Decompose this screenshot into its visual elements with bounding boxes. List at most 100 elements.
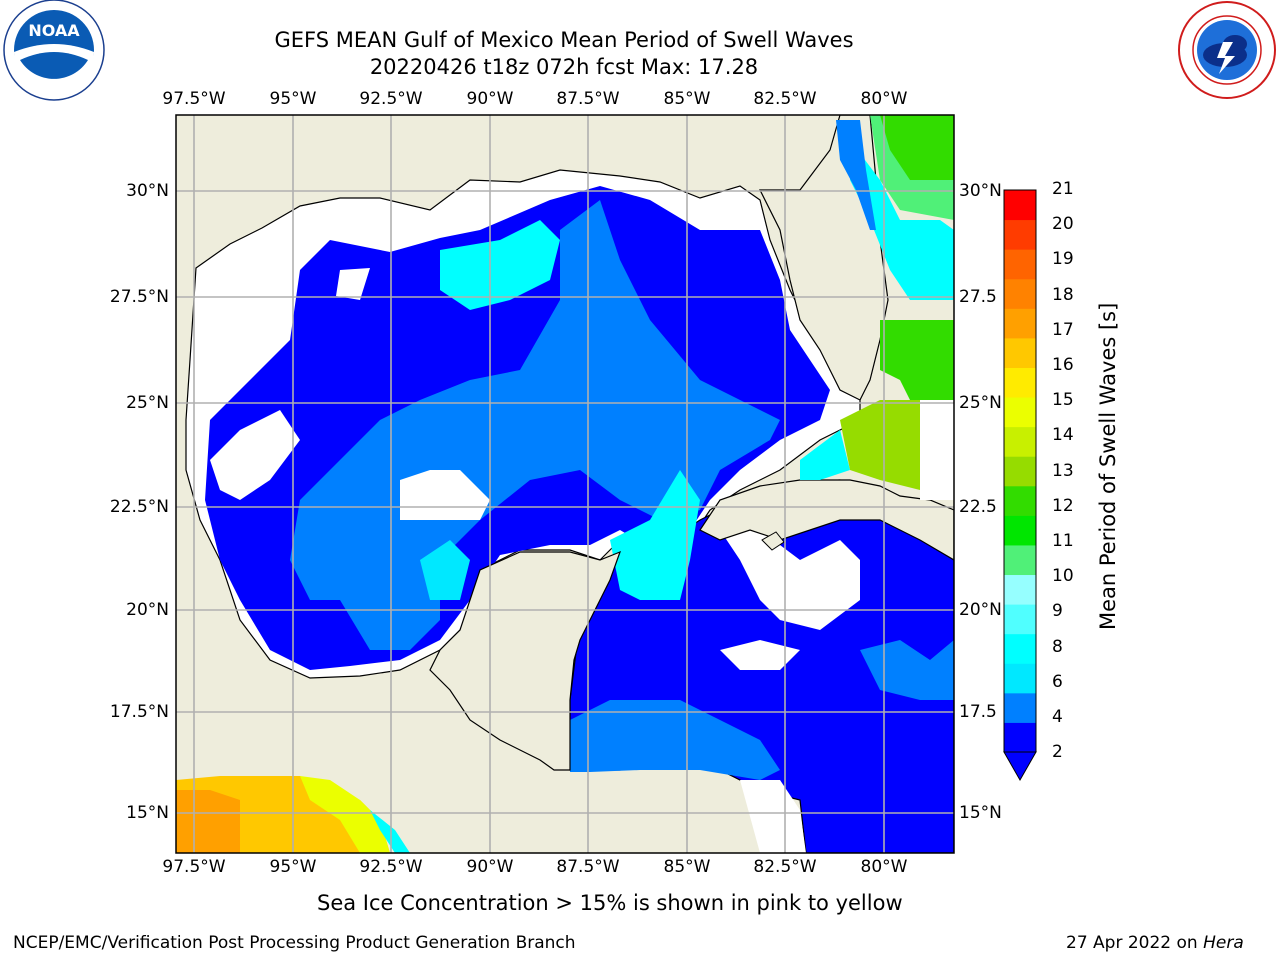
lon-label-bottom: 90°W xyxy=(466,857,514,877)
lat-label-right: 25°N xyxy=(959,393,1002,413)
footer-date: 27 Apr 2022 on Hera xyxy=(1066,933,1244,953)
colorbar-tick-label: 17 xyxy=(1052,319,1074,340)
colorbar-tick-label: 20 xyxy=(1052,214,1074,235)
sea-ice-note: Sea Ice Concentration > 15% is shown in … xyxy=(317,891,903,915)
caribbean-lightblue xyxy=(570,700,780,780)
bahamas-swell-green xyxy=(880,320,954,400)
caribbean-cyan xyxy=(610,470,700,600)
lon-label-top: 97.5°W xyxy=(162,89,226,109)
colorbar-extend-arrow xyxy=(1003,751,1037,782)
lon-label-top: 92.5°W xyxy=(359,89,423,109)
gulf-swell-cyan2 xyxy=(420,540,470,600)
lon-label-top: 95°W xyxy=(269,89,317,109)
footer-date-text: 27 Apr 2022 on xyxy=(1066,933,1198,953)
lon-label-top: 85°W xyxy=(663,89,711,109)
map-subtitle: 20220426 t18z 072h fcst Max: 17.28 xyxy=(369,55,759,79)
colorbar-tick-label: 19 xyxy=(1052,249,1074,270)
footer-branch: NCEP/EMC/Verification Post Processing Pr… xyxy=(13,933,576,953)
atlantic-swell-bright xyxy=(880,115,954,180)
colorbar-segment xyxy=(1004,692,1036,723)
noaa-logo: NOAA xyxy=(3,0,105,101)
colorbar-segment xyxy=(1004,544,1036,576)
lat-label-right: 20°N xyxy=(959,600,1002,620)
colorbar-segment xyxy=(1004,397,1036,428)
colorbar-tick-label: 12 xyxy=(1052,495,1074,516)
colorbar-tick-label: 11 xyxy=(1052,531,1074,551)
caribbean-nodata xyxy=(720,530,860,630)
colorbar-tick-label: 21 xyxy=(1052,179,1074,199)
bahamas-swell-yellowgreen xyxy=(840,400,920,490)
lon-label-bottom: 95°W xyxy=(269,857,317,877)
lat-label-left: 15°N xyxy=(126,803,169,823)
lon-label-top: 82.5°W xyxy=(753,89,817,109)
gulf-nodata2 xyxy=(210,410,300,500)
colorbar-segment xyxy=(1004,456,1036,487)
lat-label-left: 27.5°N xyxy=(109,287,169,307)
lat-label-right: 15°N xyxy=(959,803,1002,823)
colorbar-segment xyxy=(1004,249,1036,280)
caribbean-nodata3 xyxy=(740,780,806,853)
lat-label-left: 25°N xyxy=(126,393,169,413)
gulf-nodata3 xyxy=(336,268,370,300)
colorbar-tick-label: 10 xyxy=(1052,566,1074,587)
colorbar-segment xyxy=(1004,367,1036,398)
colorbar xyxy=(1003,189,1037,782)
gulf-swell-lightblue xyxy=(290,200,780,650)
lat-label-right: 30°N xyxy=(959,181,1002,201)
lon-label-bottom: 85°W xyxy=(663,857,711,877)
colorbar-segment xyxy=(1004,633,1036,664)
lon-label-bottom: 82.5°W xyxy=(753,857,817,877)
colorbar-segment xyxy=(1004,337,1036,368)
svg-text:NOAA: NOAA xyxy=(28,21,80,40)
colorbar-tick-label: 6 xyxy=(1052,671,1063,692)
atlantic-swell-cyan xyxy=(850,140,954,300)
lon-label-top: 80°W xyxy=(860,89,908,109)
colorbar-segment xyxy=(1004,278,1036,309)
lat-label-right: 27.5 xyxy=(959,287,997,307)
pacific-swell-yellow xyxy=(300,776,390,853)
colorbar-segment xyxy=(1004,426,1036,457)
lon-label-bottom: 92.5°W xyxy=(359,857,423,877)
lon-label-bottom: 80°W xyxy=(860,857,908,877)
lat-label-left: 30°N xyxy=(126,181,169,201)
lat-label-left: 22.5°N xyxy=(109,497,169,517)
colorbar-tick-label: 14 xyxy=(1052,425,1074,446)
pacific-swell-cyan xyxy=(370,810,410,853)
lat-label-right: 22.5 xyxy=(959,497,997,517)
lon-label-bottom: 87.5°W xyxy=(556,857,620,877)
colorbar-segment xyxy=(1004,190,1036,221)
colorbar-tick-label: 9 xyxy=(1052,601,1063,622)
colorbar-tick-label: 18 xyxy=(1052,284,1074,305)
colorbar-segment xyxy=(1004,219,1036,250)
colorbar-tick-label: 13 xyxy=(1052,460,1074,481)
lat-label-right: 17.5 xyxy=(959,702,997,722)
lon-label-bottom: 97.5°W xyxy=(162,857,226,877)
map-frame xyxy=(175,114,955,854)
nws-logo xyxy=(1178,1,1276,99)
lat-label-left: 17.5°N xyxy=(109,702,169,722)
gulf-swell-cyan xyxy=(440,220,560,310)
lon-label-top: 90°W xyxy=(466,89,514,109)
colorbar-tick-label: 2 xyxy=(1052,742,1063,763)
caribbean-nodata2 xyxy=(720,640,800,670)
colorbar-segment xyxy=(1004,308,1036,339)
colorbar-tick-label: 8 xyxy=(1052,636,1063,657)
colorbar-segment xyxy=(1004,722,1036,753)
colorbar-segment xyxy=(1004,515,1036,546)
bahamas-nodata xyxy=(920,400,954,500)
colorbar-segment xyxy=(1004,604,1036,635)
yucatan xyxy=(429,550,622,771)
colorbar-segment xyxy=(1004,574,1036,605)
isle-of-youth xyxy=(761,531,785,551)
colorbar-segment xyxy=(1004,485,1036,516)
graticule xyxy=(176,115,954,853)
pacific-swell-orange-dark xyxy=(176,790,240,853)
lon-label-top: 87.5°W xyxy=(556,89,620,109)
straits-cyan xyxy=(800,430,850,480)
colorbar-tick-label: 16 xyxy=(1052,355,1074,375)
colorbar-segment xyxy=(1004,663,1036,694)
atlantic-swell-lightblue xyxy=(836,120,876,230)
colorbar-tick-label: 4 xyxy=(1052,707,1063,727)
map-title: GEFS MEAN Gulf of Mexico Mean Period of … xyxy=(274,28,854,52)
